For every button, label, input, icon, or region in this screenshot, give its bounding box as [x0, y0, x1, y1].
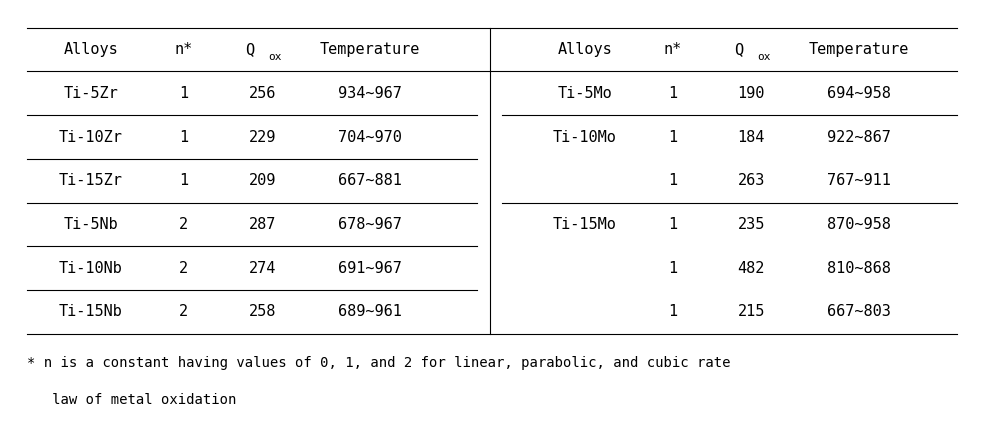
Text: Q: Q	[734, 42, 743, 57]
Text: Alloys: Alloys	[63, 42, 118, 57]
Text: 2: 2	[179, 217, 188, 232]
Text: 1: 1	[668, 86, 678, 101]
Text: 922~867: 922~867	[827, 130, 891, 145]
Text: 1: 1	[179, 86, 188, 101]
Text: Ti-15Zr: Ti-15Zr	[59, 173, 123, 188]
Text: 767~911: 767~911	[827, 173, 891, 188]
Text: n*: n*	[664, 42, 682, 57]
Text: 704~970: 704~970	[338, 130, 401, 145]
Text: 287: 287	[248, 217, 276, 232]
Text: 184: 184	[738, 130, 765, 145]
Text: Ti-10Zr: Ti-10Zr	[59, 130, 123, 145]
Text: 694~958: 694~958	[827, 86, 891, 101]
Text: 263: 263	[738, 173, 765, 188]
Text: 1: 1	[179, 130, 188, 145]
Text: 1: 1	[668, 217, 678, 232]
Text: 1: 1	[668, 261, 678, 276]
Text: ox: ox	[758, 52, 770, 62]
Text: Ti-15Nb: Ti-15Nb	[59, 305, 123, 319]
Text: Ti-10Mo: Ti-10Mo	[553, 130, 617, 145]
Text: 2: 2	[179, 305, 188, 319]
Text: 667~881: 667~881	[338, 173, 401, 188]
Text: 482: 482	[738, 261, 765, 276]
Text: * n is a constant having values of 0, 1, and 2 for linear, parabolic, and cubic : * n is a constant having values of 0, 1,…	[28, 356, 731, 370]
Text: Q: Q	[245, 42, 254, 57]
Text: 190: 190	[738, 86, 765, 101]
Text: 667~803: 667~803	[827, 305, 891, 319]
Text: 215: 215	[738, 305, 765, 319]
Text: Ti-5Mo: Ti-5Mo	[558, 86, 612, 101]
Text: 1: 1	[668, 130, 678, 145]
Text: 229: 229	[248, 130, 276, 145]
Text: 1: 1	[668, 173, 678, 188]
Text: n*: n*	[175, 42, 193, 57]
Text: 691~967: 691~967	[338, 261, 401, 276]
Text: 209: 209	[248, 173, 276, 188]
Text: 2: 2	[179, 261, 188, 276]
Text: 689~961: 689~961	[338, 305, 401, 319]
Text: 1: 1	[179, 173, 188, 188]
Text: 870~958: 870~958	[827, 217, 891, 232]
Text: Temperature: Temperature	[809, 42, 909, 57]
Text: 274: 274	[248, 261, 276, 276]
Text: 1: 1	[668, 305, 678, 319]
Text: 235: 235	[738, 217, 765, 232]
Text: Temperature: Temperature	[320, 42, 420, 57]
Text: 934~967: 934~967	[338, 86, 401, 101]
Text: Ti-15Mo: Ti-15Mo	[553, 217, 617, 232]
Text: Ti-5Zr: Ti-5Zr	[63, 86, 118, 101]
Text: 256: 256	[248, 86, 276, 101]
Text: 258: 258	[248, 305, 276, 319]
Text: 678~967: 678~967	[338, 217, 401, 232]
Text: Alloys: Alloys	[558, 42, 612, 57]
Text: Ti-5Nb: Ti-5Nb	[63, 217, 118, 232]
Text: Ti-10Nb: Ti-10Nb	[59, 261, 123, 276]
Text: ox: ox	[268, 52, 281, 62]
Text: 810~868: 810~868	[827, 261, 891, 276]
Text: law of metal oxidation: law of metal oxidation	[28, 393, 236, 408]
